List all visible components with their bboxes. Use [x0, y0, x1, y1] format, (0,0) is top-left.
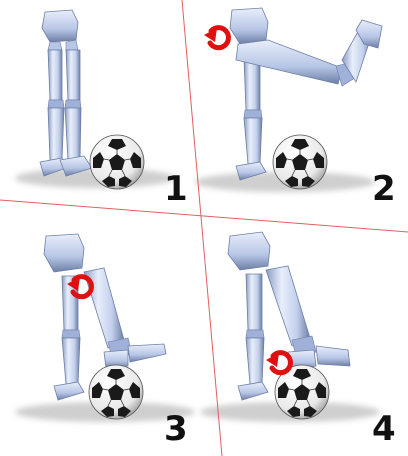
- shin-standing: [243, 117, 263, 165]
- thigh-left: [47, 49, 63, 101]
- rotation-arrow-icon: [204, 28, 228, 48]
- panel-number: 4: [372, 409, 396, 449]
- shin-right: [64, 107, 82, 161]
- panel-1: 1: [15, 9, 188, 209]
- foot-kicking: [127, 343, 167, 363]
- thigh-standing: [245, 273, 263, 331]
- foot-standing: [53, 381, 85, 401]
- soccer-ball: [272, 134, 328, 190]
- thigh-kicking: [265, 265, 311, 347]
- shin-standing: [245, 337, 265, 385]
- foot-raised: [355, 19, 383, 49]
- divider-vertical: [181, 0, 223, 456]
- panel-number: 1: [164, 169, 188, 209]
- panel-3: 3: [15, 233, 195, 449]
- soccer-ball: [89, 134, 145, 190]
- panel-4: 4: [200, 231, 396, 449]
- thigh-standing: [243, 59, 261, 111]
- panel-number: 2: [372, 169, 396, 209]
- panel-2: 2: [195, 7, 396, 209]
- hip-block: [41, 9, 79, 43]
- hip-block: [229, 7, 269, 45]
- panel-number: 3: [164, 409, 188, 449]
- thigh-right: [65, 49, 81, 101]
- foot-standing: [237, 381, 269, 401]
- rotation-arrow-icon: [266, 353, 290, 373]
- foot-kicking: [315, 345, 351, 367]
- hip-block: [43, 233, 85, 273]
- soccer-ball: [88, 364, 144, 420]
- divider-horizontal: [0, 199, 408, 233]
- foot-standing: [235, 161, 267, 181]
- hip-block: [227, 231, 271, 271]
- shin-standing: [61, 337, 81, 385]
- shin-kicking: [103, 349, 129, 369]
- shin-left: [47, 107, 65, 161]
